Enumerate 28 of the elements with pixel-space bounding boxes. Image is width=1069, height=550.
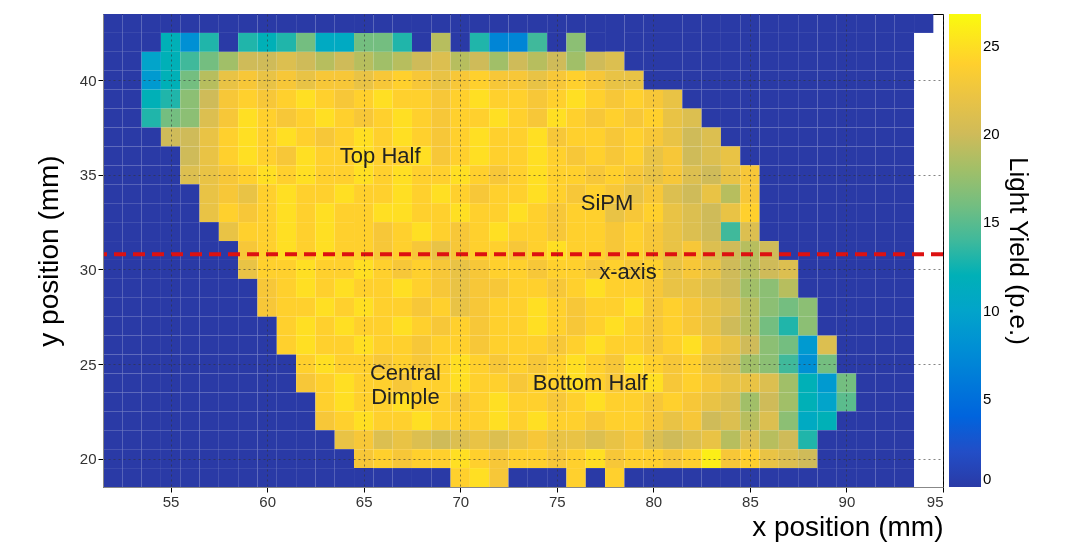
- color-bar-label: 20: [983, 125, 1000, 143]
- color-bar-label: 0: [983, 470, 992, 487]
- y-tick-label: 30: [79, 260, 97, 278]
- x-axis-title: x position (mm): [752, 510, 944, 542]
- color-bar-label: 10: [983, 301, 1000, 319]
- x-tick-label: 95: [926, 492, 944, 510]
- x-tick-label: 85: [742, 492, 759, 510]
- color-bar-title: Light Yield (p.e.): [1004, 157, 1034, 345]
- y-tick-label: 35: [79, 166, 97, 184]
- y-tick-label: 25: [79, 355, 97, 373]
- x-tick-label: 65: [355, 492, 373, 510]
- x-tick-label: 90: [838, 492, 856, 510]
- x-tick-label: 55: [162, 492, 180, 510]
- x-tick-label: 75: [548, 492, 566, 510]
- annotation: Top Half: [339, 142, 422, 168]
- x-tick-label: 60: [259, 492, 276, 510]
- y-tick-label: 40: [79, 71, 97, 89]
- color-bar-label: 5: [983, 389, 992, 407]
- annotation: x-axis: [599, 258, 657, 284]
- y-tick-label: 20: [79, 450, 97, 468]
- annotation: Central Dimple: [369, 360, 441, 410]
- color-bar-label: 15: [983, 213, 1000, 231]
- y-axis-title: y position (mm): [32, 155, 64, 347]
- annotation: SiPM: [580, 190, 634, 216]
- x-tick-label: 70: [452, 492, 470, 510]
- annotation: Bottom Half: [532, 369, 649, 395]
- color-bar-label: 25: [983, 36, 1000, 54]
- x-tick-label: 80: [645, 492, 663, 510]
